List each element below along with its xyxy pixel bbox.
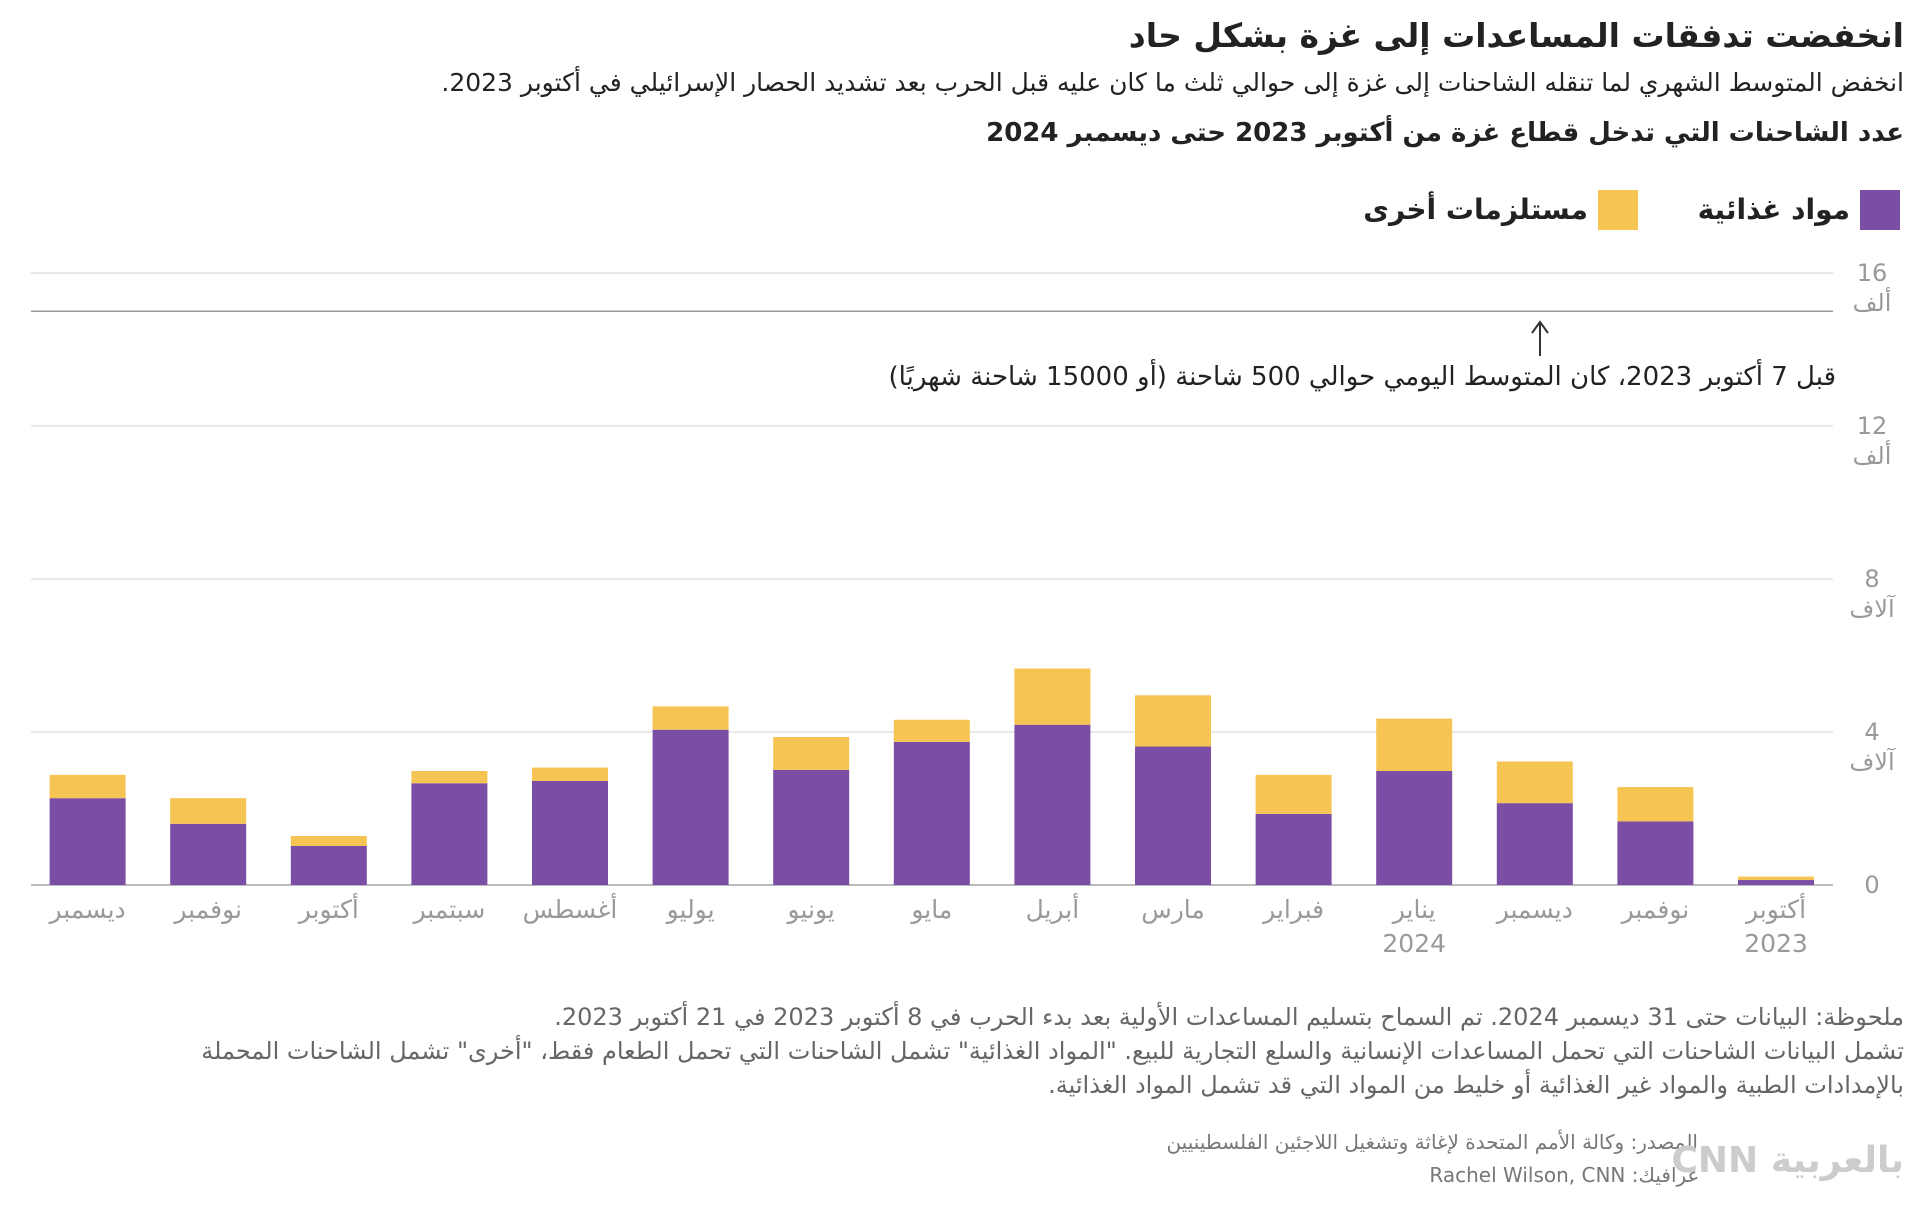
- x-tick-label: ديسمبر: [1496, 895, 1573, 924]
- bar-segment: [652, 729, 729, 885]
- annotation-arrow: [1531, 320, 1549, 356]
- logo: CNN بالعربية: [1671, 1140, 1904, 1181]
- x-tick-label: مارس: [1141, 895, 1205, 924]
- x-tick-label: يناير 2024: [1382, 895, 1446, 958]
- bar-segment: [170, 798, 247, 824]
- bar-segment: [1617, 821, 1694, 885]
- bar-segment: [49, 774, 126, 799]
- bar-segment: [290, 836, 367, 846]
- reference-label: قبل 7 أكتوبر 2023، كان المتوسط اليومي حو…: [888, 362, 1836, 392]
- legend-swatch: [1598, 190, 1638, 230]
- bar-segment: [773, 736, 850, 770]
- x-tick-label: أبريل: [1025, 895, 1080, 924]
- credit: غرافيك: Rachel Wilson, CNN: [1429, 1163, 1698, 1187]
- legend-label: مواد غذائية: [1697, 193, 1850, 226]
- bar-segment: [532, 767, 608, 781]
- bar-segment: [1014, 724, 1091, 885]
- bar-segment: [411, 771, 488, 784]
- y-tick-label: 4 آلاف: [1849, 718, 1895, 776]
- legend-label: مستلزمات أخرى: [1363, 193, 1588, 226]
- bar-segment: [1135, 746, 1211, 885]
- x-tick-label: أغسطس: [522, 895, 618, 924]
- bar-segment: [893, 719, 970, 742]
- x-tick-label: يونيو: [787, 895, 835, 924]
- y-tick-label: 0: [1864, 871, 1880, 899]
- bar-segment: [1376, 771, 1453, 885]
- bar-segment: [773, 769, 850, 885]
- x-tick-label: نوفمبر: [174, 895, 242, 924]
- bar-segment: [1255, 813, 1332, 885]
- x-tick-label: ديسمبر: [49, 895, 126, 924]
- chart-title: عدد الشاحنات التي تدخل قطاع غزة من أكتوب…: [986, 118, 1904, 148]
- source: المصدر: وكالة الأمم المتحدة لإغاثة وتشغي…: [1166, 1130, 1698, 1154]
- title: انخفضت تدفقات المساعدات إلى غزة بشكل حاد: [1128, 16, 1904, 55]
- legend-swatch: [1860, 190, 1900, 230]
- x-tick-label: سبتمبر: [413, 895, 486, 924]
- bar-segment: [1496, 803, 1573, 885]
- bar-segment: [893, 741, 970, 885]
- bar-segment: [1738, 880, 1814, 885]
- note: ملحوظة: البيانات حتى 31 ديسمبر 2024. تم …: [554, 1003, 1904, 1031]
- bar-segment: [411, 783, 488, 885]
- x-tick-label: مايو: [911, 895, 953, 924]
- bar-segment: [1255, 774, 1332, 814]
- y-tick-label: 8 آلاف: [1849, 565, 1895, 623]
- bar-segment: [49, 798, 126, 885]
- subtitle: انخفض المتوسط الشهري لما تنقله الشاحنات …: [441, 68, 1904, 97]
- note: تشمل البيانات الشاحنات التي تحمل المساعد…: [201, 1037, 1904, 1099]
- bar-segment: [1014, 668, 1091, 725]
- x-tick-label: نوفمبر: [1621, 895, 1690, 924]
- x-tick-label: أكتوبر 2023: [1744, 895, 1808, 958]
- y-tick-label: 16 ألف: [1852, 259, 1892, 317]
- bar-segment: [170, 823, 247, 885]
- bar-segment: [652, 706, 729, 730]
- y-tick-label: 12 ألف: [1852, 412, 1892, 470]
- bar-segment: [1376, 718, 1453, 772]
- x-tick-label: يوليو: [666, 895, 715, 924]
- x-tick-label: فبراير: [1263, 895, 1325, 924]
- bar-segment: [1738, 876, 1814, 881]
- bar-segment: [532, 780, 608, 885]
- bar-segment: [290, 845, 367, 885]
- x-tick-label: أكتوبر: [298, 895, 359, 924]
- bar-segment: [1617, 787, 1694, 822]
- bar-segment: [1496, 761, 1573, 804]
- bar-segment: [1135, 695, 1211, 747]
